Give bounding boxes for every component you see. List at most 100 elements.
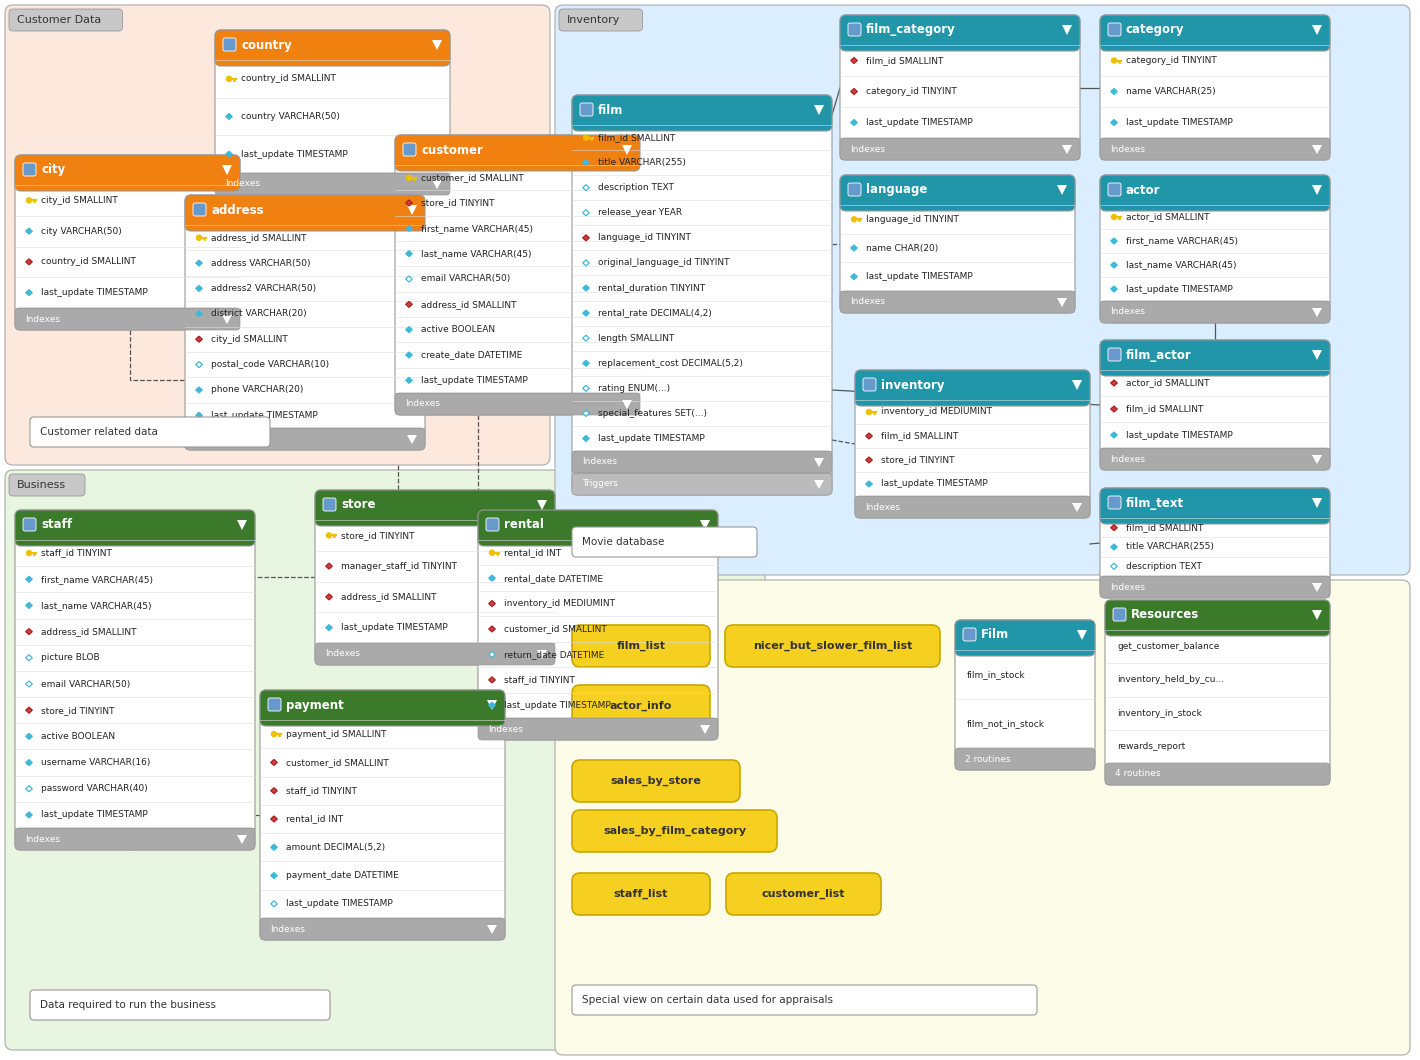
FancyBboxPatch shape: [572, 685, 710, 727]
FancyBboxPatch shape: [16, 510, 256, 850]
Polygon shape: [196, 311, 202, 317]
Text: rental_duration TINYINT: rental_duration TINYINT: [598, 283, 706, 293]
FancyBboxPatch shape: [559, 584, 612, 606]
Polygon shape: [814, 458, 824, 467]
Polygon shape: [851, 57, 858, 64]
Polygon shape: [271, 816, 277, 822]
Polygon shape: [488, 703, 496, 708]
FancyBboxPatch shape: [841, 175, 1075, 313]
Text: category: category: [1126, 23, 1184, 36]
Text: last_update TIMESTAMP: last_update TIMESTAMP: [420, 376, 528, 385]
FancyBboxPatch shape: [559, 8, 642, 31]
Text: title VARCHAR(255): title VARCHAR(255): [1126, 543, 1214, 551]
Polygon shape: [222, 165, 231, 175]
Text: customer_list: customer_list: [761, 889, 845, 899]
FancyBboxPatch shape: [479, 718, 719, 740]
Polygon shape: [26, 681, 33, 687]
Text: email VARCHAR(50): email VARCHAR(50): [41, 679, 131, 689]
Polygon shape: [582, 335, 589, 341]
Text: get_customer_balance: get_customer_balance: [1118, 642, 1220, 651]
Text: Indexes: Indexes: [1110, 307, 1145, 317]
Polygon shape: [1312, 610, 1322, 620]
Text: store_id TINYINT: store_id TINYINT: [880, 456, 954, 464]
Text: address_id SMALLINT: address_id SMALLINT: [41, 628, 136, 636]
Polygon shape: [487, 925, 497, 934]
Polygon shape: [1062, 25, 1072, 35]
Polygon shape: [814, 105, 824, 114]
Text: special_features SET(...): special_features SET(...): [598, 409, 707, 418]
Text: description TEXT: description TEXT: [1126, 562, 1201, 571]
Polygon shape: [406, 301, 412, 307]
Text: customer_id SMALLINT: customer_id SMALLINT: [504, 624, 606, 634]
Text: Indexes: Indexes: [26, 834, 60, 844]
Text: last_update TIMESTAMP: last_update TIMESTAMP: [285, 899, 393, 908]
Text: customer_id SMALLINT: customer_id SMALLINT: [420, 173, 524, 182]
Polygon shape: [1072, 504, 1082, 512]
Polygon shape: [226, 113, 233, 120]
FancyBboxPatch shape: [9, 8, 122, 31]
FancyBboxPatch shape: [1108, 183, 1120, 196]
Text: Indexes: Indexes: [851, 298, 885, 306]
Text: film_text: film_text: [1126, 496, 1184, 510]
Text: nicer_but_slower_film_list: nicer_but_slower_film_list: [753, 641, 912, 651]
FancyBboxPatch shape: [322, 498, 337, 511]
Polygon shape: [196, 336, 202, 342]
Polygon shape: [26, 259, 33, 265]
Text: email VARCHAR(50): email VARCHAR(50): [420, 275, 510, 283]
FancyBboxPatch shape: [848, 23, 861, 36]
Circle shape: [852, 217, 856, 222]
Text: Indexes: Indexes: [865, 502, 900, 512]
Text: Movie database: Movie database: [582, 537, 665, 547]
Text: length SMALLINT: length SMALLINT: [598, 334, 674, 342]
Text: sales_by_store: sales_by_store: [611, 776, 701, 787]
Text: Resources: Resources: [1130, 608, 1200, 621]
Text: film_id SMALLINT: film_id SMALLINT: [598, 134, 676, 142]
FancyBboxPatch shape: [23, 163, 36, 176]
Circle shape: [1112, 214, 1116, 219]
Polygon shape: [582, 184, 589, 191]
FancyBboxPatch shape: [572, 527, 757, 557]
Polygon shape: [1312, 455, 1322, 464]
Text: address2 VARCHAR(50): address2 VARCHAR(50): [212, 284, 317, 293]
Circle shape: [490, 550, 494, 555]
Text: last_update TIMESTAMP: last_update TIMESTAMP: [41, 288, 148, 297]
FancyBboxPatch shape: [30, 417, 270, 447]
Polygon shape: [582, 260, 589, 266]
Polygon shape: [1110, 379, 1118, 386]
FancyBboxPatch shape: [6, 470, 765, 1050]
Text: actor_info: actor_info: [609, 701, 672, 711]
Polygon shape: [1110, 432, 1118, 438]
Polygon shape: [537, 500, 547, 510]
Polygon shape: [271, 844, 277, 850]
FancyBboxPatch shape: [1100, 175, 1331, 211]
Circle shape: [584, 135, 588, 140]
Text: first_name VARCHAR(45): first_name VARCHAR(45): [41, 575, 153, 584]
FancyBboxPatch shape: [23, 518, 36, 531]
Text: Inventory: Inventory: [567, 15, 621, 25]
FancyBboxPatch shape: [1113, 608, 1126, 621]
Polygon shape: [582, 360, 589, 367]
FancyBboxPatch shape: [1100, 15, 1331, 51]
Text: last_update TIMESTAMP: last_update TIMESTAMP: [241, 149, 348, 159]
Text: actor_id SMALLINT: actor_id SMALLINT: [1126, 212, 1210, 222]
Polygon shape: [196, 361, 202, 368]
Polygon shape: [1110, 525, 1118, 531]
Text: film_category: film_category: [866, 23, 956, 36]
Text: last_update TIMESTAMP: last_update TIMESTAMP: [212, 411, 318, 420]
Text: inventory_in_stock: inventory_in_stock: [1118, 709, 1201, 718]
Text: replacement_cost DECIMAL(5,2): replacement_cost DECIMAL(5,2): [598, 358, 743, 368]
Polygon shape: [1312, 350, 1322, 360]
FancyBboxPatch shape: [726, 873, 880, 915]
Text: rental: rental: [504, 518, 544, 531]
FancyBboxPatch shape: [963, 628, 976, 641]
Polygon shape: [271, 759, 277, 765]
Text: actor_id SMALLINT: actor_id SMALLINT: [1126, 378, 1210, 388]
Text: first_name VARCHAR(45): first_name VARCHAR(45): [1126, 236, 1238, 246]
Text: last_update TIMESTAMP: last_update TIMESTAMP: [41, 811, 148, 819]
FancyBboxPatch shape: [579, 103, 594, 116]
FancyBboxPatch shape: [956, 748, 1095, 770]
Text: staff_id TINYINT: staff_id TINYINT: [285, 787, 356, 795]
Text: last_name VARCHAR(45): last_name VARCHAR(45): [1126, 261, 1237, 269]
FancyBboxPatch shape: [1100, 488, 1331, 524]
Polygon shape: [700, 520, 710, 530]
